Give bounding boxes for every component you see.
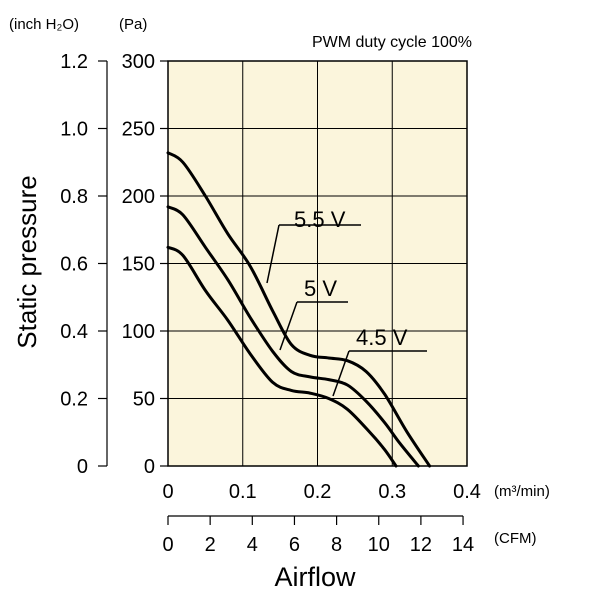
chart-title: PWM duty cycle 100% <box>312 34 472 51</box>
y-tick-label-inch: 0.2 <box>60 389 88 411</box>
x-tick-label-cfm: 4 <box>247 534 258 556</box>
callout-leader-4-5-v <box>332 350 350 397</box>
series-line-4-5-v <box>166 245 398 468</box>
callout-leader-5-v <box>279 301 298 351</box>
x-tick-label-cfm: 0 <box>162 534 173 556</box>
x-tick-label-cfm: 10 <box>368 534 390 556</box>
y-tick-label-pa: 0 <box>144 456 155 478</box>
y-unit-pa: (Pa) <box>119 16 147 33</box>
y-tick-label-inch: 1.2 <box>60 51 88 73</box>
x-tick-label-m3: 0 <box>162 481 173 503</box>
y-tick-label-pa: 200 <box>122 186 155 208</box>
x-tick-label-m3: 0.1 <box>229 481 257 503</box>
x-axis: 0 0.1 0.2 0.3 0.4 0 2 4 6 8 10 12 14 <box>162 481 480 556</box>
y-tick-label-inch: 0.4 <box>60 321 88 343</box>
callout-leader-5-5-v <box>266 224 280 284</box>
series-line-5-5-v <box>166 151 432 468</box>
series-group: 5.5 V 5 V 4.5 V <box>166 151 432 468</box>
x-unit-m3: (m³/min) <box>494 483 550 500</box>
series-label-5-5-v: 5.5 V <box>294 207 346 232</box>
y-axis-label: Static pressure <box>12 175 42 348</box>
x-unit-cfm: (CFM) <box>494 530 536 547</box>
x-tick-label-m3: 0.2 <box>304 481 332 503</box>
x-tick-label-cfm: 2 <box>205 534 216 556</box>
y-tick-label-pa: 150 <box>122 254 155 276</box>
y-tick-label-pa: 250 <box>122 119 155 141</box>
y-tick-label-pa: 100 <box>122 321 155 343</box>
y-tick-label-pa: 50 <box>133 389 155 411</box>
y-tick-label-inch: 0.8 <box>60 186 88 208</box>
y-tick-label-inch: 0.6 <box>60 254 88 276</box>
x-tick-label-cfm: 8 <box>331 534 342 556</box>
x-tick-label-m3: 0.4 <box>453 481 481 503</box>
series-label-5-v: 5 V <box>304 276 337 301</box>
x-axis-label: Airflow <box>274 562 356 592</box>
y-unit-inch: (inch H₂O) <box>9 16 79 33</box>
x-tick-label-m3: 0.3 <box>378 481 406 503</box>
y-axis: 0 0 50 0.2 100 0.4 150 0.6 200 0.8 250 1.0 300 1.2 <box>60 51 168 478</box>
y-tick-label-pa: 300 <box>122 51 155 73</box>
series-label-4-5-v: 4.5 V <box>356 325 408 350</box>
y-tick-label-inch: 0 <box>77 456 88 478</box>
y-tick-label-inch: 1.0 <box>60 119 88 141</box>
x-tick-label-cfm: 14 <box>452 534 474 556</box>
x-tick-label-cfm: 6 <box>289 534 300 556</box>
x-tick-label-cfm: 12 <box>410 534 432 556</box>
series-line-5-v <box>166 205 420 468</box>
